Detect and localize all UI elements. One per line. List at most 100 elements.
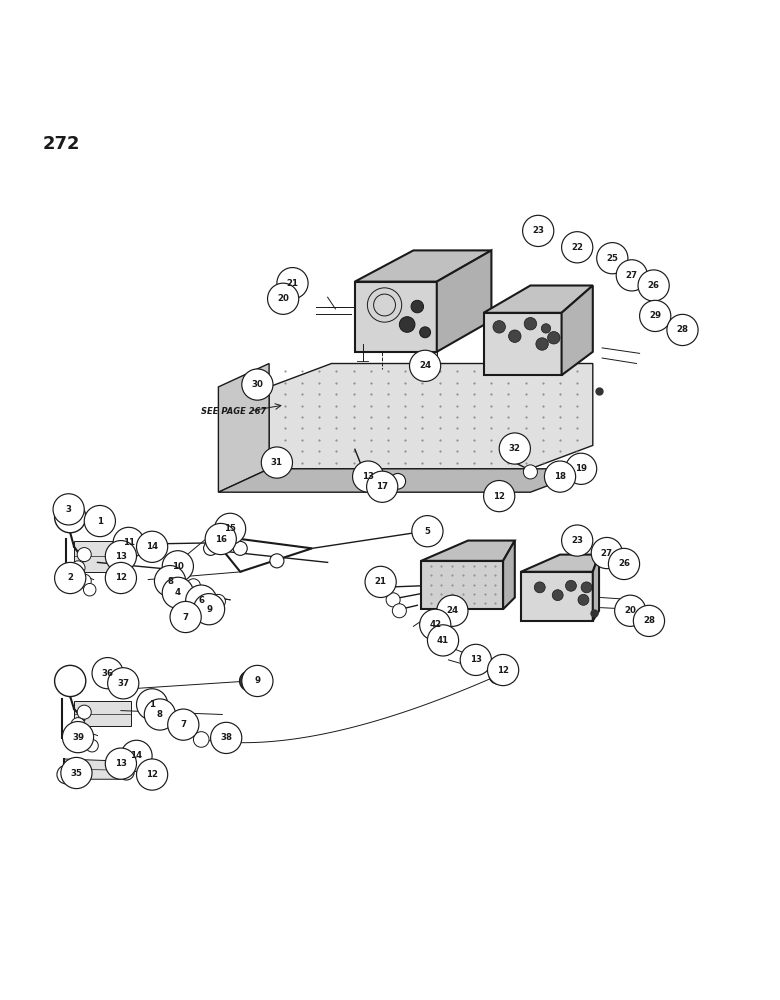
Circle shape <box>162 551 193 582</box>
Circle shape <box>566 580 576 591</box>
Text: 23: 23 <box>571 536 583 545</box>
Text: 7: 7 <box>183 612 189 621</box>
Circle shape <box>55 562 86 594</box>
Circle shape <box>186 585 217 616</box>
Circle shape <box>71 561 85 575</box>
Circle shape <box>77 574 91 588</box>
Circle shape <box>437 595 468 626</box>
Circle shape <box>608 548 640 580</box>
Text: 24: 24 <box>446 606 459 615</box>
Text: 19: 19 <box>575 464 587 473</box>
Circle shape <box>77 548 91 562</box>
Circle shape <box>420 327 431 338</box>
Circle shape <box>205 523 236 555</box>
Text: 26: 26 <box>647 281 660 290</box>
Circle shape <box>242 665 273 697</box>
Circle shape <box>541 324 551 333</box>
Circle shape <box>460 644 491 676</box>
Circle shape <box>367 471 398 502</box>
Circle shape <box>488 654 519 686</box>
Circle shape <box>105 562 136 594</box>
Circle shape <box>268 283 299 314</box>
Polygon shape <box>437 250 491 352</box>
Circle shape <box>616 260 647 291</box>
Circle shape <box>170 601 201 633</box>
Circle shape <box>57 765 76 784</box>
Polygon shape <box>355 250 491 282</box>
Text: 21: 21 <box>286 279 299 288</box>
Text: 37: 37 <box>117 679 129 688</box>
Text: 35: 35 <box>70 768 83 778</box>
Circle shape <box>499 433 530 464</box>
Circle shape <box>552 590 563 601</box>
Circle shape <box>566 453 597 484</box>
Text: 5: 5 <box>424 527 431 536</box>
Text: 27: 27 <box>626 271 638 280</box>
Circle shape <box>136 689 168 720</box>
Circle shape <box>211 594 225 608</box>
Text: 20: 20 <box>624 606 636 615</box>
Text: 38: 38 <box>220 733 232 742</box>
Polygon shape <box>74 541 121 572</box>
Circle shape <box>534 582 545 593</box>
Text: 36: 36 <box>101 669 114 678</box>
Circle shape <box>667 314 698 346</box>
Text: 22: 22 <box>571 243 583 252</box>
Text: 1: 1 <box>97 517 103 526</box>
Text: 6: 6 <box>198 596 204 605</box>
Circle shape <box>417 521 438 541</box>
Text: 2: 2 <box>67 573 73 582</box>
Circle shape <box>168 709 199 740</box>
Circle shape <box>186 579 200 593</box>
Text: 20: 20 <box>277 294 289 303</box>
Circle shape <box>379 580 393 594</box>
Text: 13: 13 <box>115 759 127 768</box>
Circle shape <box>66 734 78 746</box>
Polygon shape <box>484 313 562 375</box>
Circle shape <box>562 525 593 556</box>
Text: 39: 39 <box>72 733 84 742</box>
Text: 32: 32 <box>509 444 521 453</box>
Polygon shape <box>64 759 126 779</box>
Text: 13: 13 <box>470 655 482 664</box>
Circle shape <box>562 232 593 263</box>
Circle shape <box>119 764 134 780</box>
Circle shape <box>410 350 441 381</box>
Text: 23: 23 <box>532 226 544 235</box>
Circle shape <box>544 461 576 492</box>
Text: 31: 31 <box>271 458 283 467</box>
Circle shape <box>242 369 273 400</box>
Circle shape <box>261 447 292 478</box>
Circle shape <box>640 300 671 332</box>
Circle shape <box>215 513 246 544</box>
Text: 272: 272 <box>43 135 80 153</box>
Text: 17: 17 <box>376 482 388 491</box>
Circle shape <box>578 594 589 605</box>
Circle shape <box>55 665 86 697</box>
Text: 27: 27 <box>601 549 613 558</box>
Text: 14: 14 <box>146 542 158 551</box>
Circle shape <box>92 658 123 689</box>
Circle shape <box>523 465 537 479</box>
Circle shape <box>86 739 98 752</box>
Circle shape <box>493 321 505 333</box>
Circle shape <box>83 583 96 596</box>
Text: 12: 12 <box>493 492 505 501</box>
Text: 7: 7 <box>180 720 186 729</box>
Circle shape <box>136 531 168 562</box>
Circle shape <box>615 595 646 626</box>
Circle shape <box>597 243 628 274</box>
Circle shape <box>633 605 665 637</box>
Text: 13: 13 <box>362 472 374 481</box>
Circle shape <box>424 619 438 633</box>
Circle shape <box>638 270 669 301</box>
Circle shape <box>62 722 94 753</box>
Circle shape <box>144 699 176 730</box>
Circle shape <box>55 502 86 533</box>
Circle shape <box>53 494 84 525</box>
Circle shape <box>61 757 92 789</box>
Circle shape <box>233 541 247 555</box>
Text: 21: 21 <box>374 577 387 586</box>
Circle shape <box>277 268 308 299</box>
Circle shape <box>392 604 406 618</box>
